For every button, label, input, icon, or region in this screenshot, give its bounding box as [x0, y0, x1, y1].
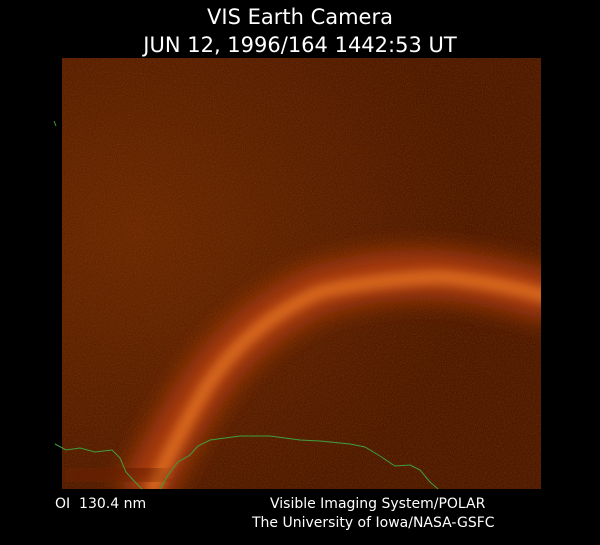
- footer-right-1: Visible Imaging System/POLAR: [270, 496, 486, 512]
- footer-right-2: The University of Iowa/NASA-GSFC: [251, 515, 495, 531]
- footer-left: OI 130.4 nm: [55, 496, 146, 512]
- title: VIS Earth Camera: [207, 5, 393, 29]
- coastline: [53, 120, 439, 490]
- image: [62, 58, 541, 489]
- subtitle: JUN 12, 1996/164 1442:53 UT: [141, 33, 457, 57]
